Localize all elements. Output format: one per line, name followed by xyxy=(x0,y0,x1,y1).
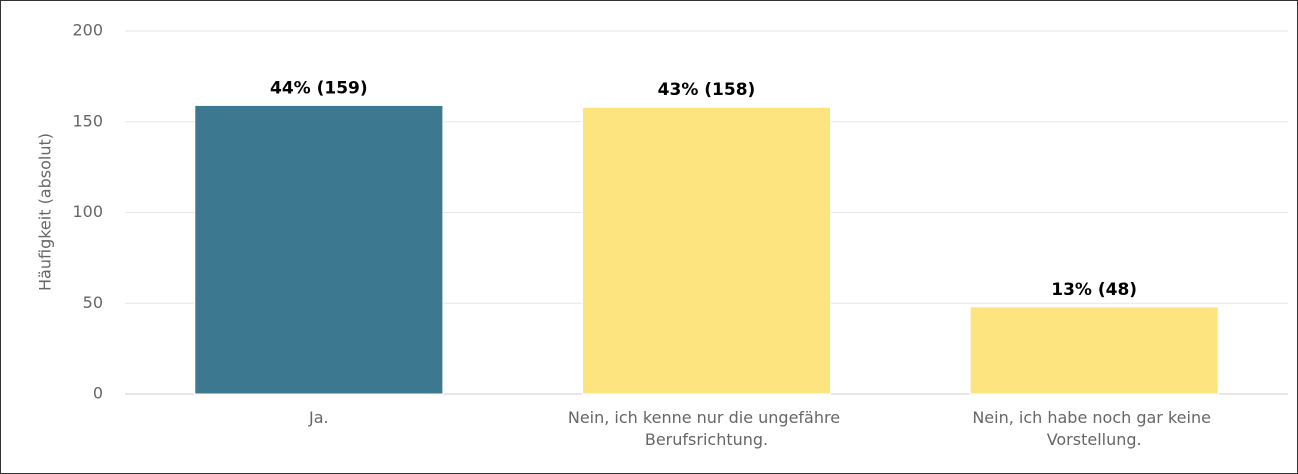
bar xyxy=(581,106,832,395)
value-label: 13% (48) xyxy=(1051,280,1137,300)
x-tick-label-line: Berufsrichtung. xyxy=(645,430,768,449)
y-tick-label: 50 xyxy=(83,293,103,312)
x-tick-label: Nein, ich habe noch gar keine Vorstellun… xyxy=(972,408,1216,449)
value-label: 43% (158) xyxy=(658,80,756,100)
bar xyxy=(969,306,1219,395)
x-tick-label-line: Ja. xyxy=(308,408,329,427)
x-tick-label-line: Vorstellung. xyxy=(1047,430,1142,449)
x-tick-label: Nein, ich kenne nur die ungefähre Berufs… xyxy=(568,408,845,449)
y-tick-label: 0 xyxy=(93,384,103,403)
y-tick-label: 100 xyxy=(72,202,103,221)
x-tick-label-line: Nein, ich kenne nur die ungefähre xyxy=(568,408,845,427)
y-tick-label: 200 xyxy=(72,21,103,40)
x-tick-label: Ja. xyxy=(308,408,329,427)
x-tick-label-line: Nein, ich habe noch gar keine xyxy=(972,408,1216,427)
y-tick-label: 150 xyxy=(72,111,103,130)
bar xyxy=(194,104,444,395)
value-label: 44% (159) xyxy=(270,78,368,98)
y-axis-label: Häufigkeit (absolut) xyxy=(36,133,55,291)
